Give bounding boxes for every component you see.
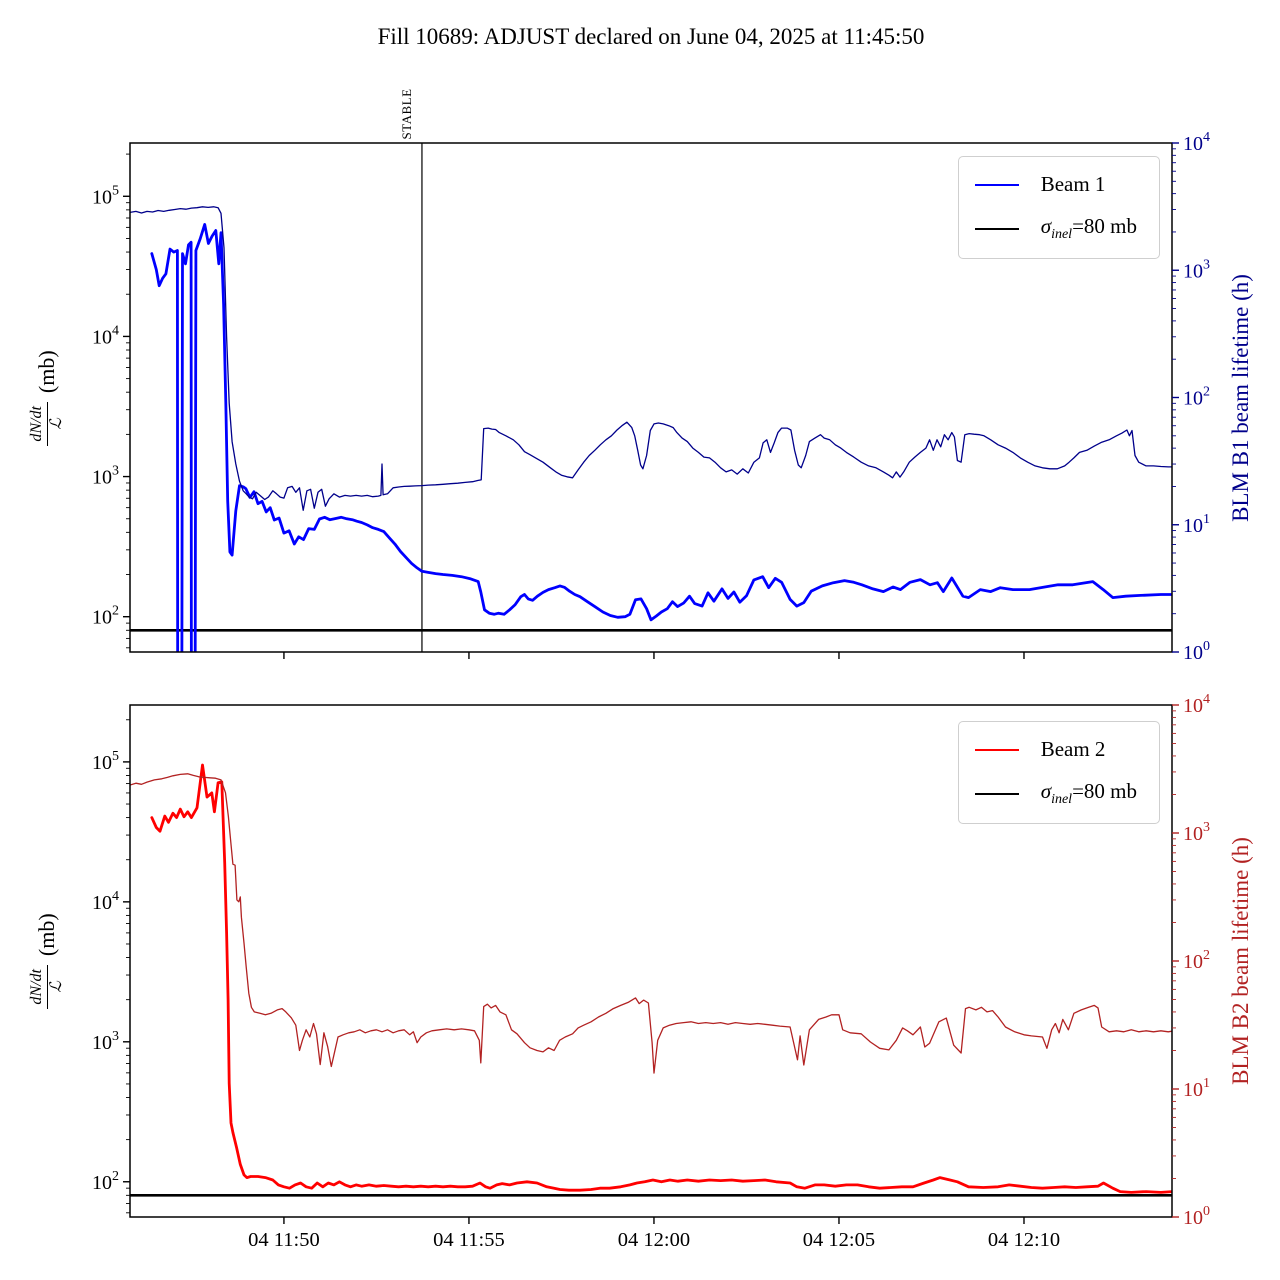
tick-label: 105 — [92, 183, 119, 208]
legend-entry: σinel=80 mb — [974, 214, 1137, 243]
tick-label: 102 — [1183, 385, 1210, 410]
tick-label: 101 — [1183, 1076, 1210, 1101]
x-tick-label: 04 12:10 — [988, 1229, 1060, 1251]
ylabel-left-bottom: dN/dt ℒ (mb) — [12, 811, 82, 1111]
tick-label: 105 — [92, 749, 119, 774]
legend-entry: Beam 2 — [974, 737, 1137, 762]
ylabel-right-bottom: BLM B2 beam lifetime (h) — [1228, 837, 1253, 1085]
beam1-panel: 105 104 103 102 104 103 102 101 100 — [92, 130, 1210, 664]
tick-label: 104 — [1183, 692, 1210, 717]
legend-label: σinel=80 mb — [1040, 779, 1137, 808]
legend-line-sample — [974, 227, 1019, 230]
legend-entry: σinel=80 mb — [974, 779, 1137, 808]
legend-line-sample — [974, 183, 1019, 186]
ylabel-right-top: BLM B1 beam lifetime (h) — [1228, 274, 1253, 522]
x-tick-label: 04 12:05 — [803, 1229, 875, 1251]
tick-label: 100 — [1183, 1204, 1210, 1229]
legend-line-sample — [974, 748, 1019, 751]
tick-label: 104 — [92, 889, 119, 914]
beam-1-line — [150, 223, 1172, 652]
tick-label: 101 — [1183, 512, 1210, 537]
ylabel-left-top: dN/dt ℒ (mb) — [12, 248, 82, 548]
tick-label: 103 — [1183, 820, 1210, 845]
x-tick-label: 04 11:55 — [433, 1229, 505, 1251]
figure-title: Fill 10689: ADJUST declared on June 04, … — [377, 24, 925, 49]
dndt-over-lumi-fraction: dN/dt ℒ — [28, 402, 66, 446]
x-tick-label: 04 12:00 — [618, 1229, 690, 1251]
tick-label: 104 — [1183, 130, 1210, 155]
legend-entry: Beam 1 — [974, 172, 1137, 197]
beam-2-line — [150, 763, 1172, 1194]
tick-label: 103 — [1183, 257, 1210, 282]
tick-label: 102 — [1183, 948, 1210, 973]
blm-b1-beam-lifetime-line — [130, 206, 1172, 511]
legend-beam2: Beam 2 σinel=80 mb — [957, 721, 1160, 825]
tick-label: 103 — [92, 1029, 119, 1054]
legend-line-sample — [974, 792, 1019, 795]
tick-label: 103 — [92, 464, 119, 489]
legend-label: Beam 2 — [1040, 737, 1106, 761]
tick-label: 100 — [1183, 639, 1210, 664]
tick-label: 104 — [92, 323, 119, 348]
dndt-over-lumi-fraction: dN/dt ℒ — [28, 965, 66, 1009]
legend-beam1: Beam 1 σinel=80 mb — [957, 156, 1160, 260]
blm-b2-beam-lifetime-line — [130, 773, 1172, 1074]
stable-annotation: STABLE — [399, 88, 414, 140]
legend-label: σinel=80 mb — [1040, 214, 1137, 243]
beam2-panel: 105 104 103 102 104 103 102 101 100 04 11:50 04 11… — [92, 692, 1210, 1251]
tick-label: 102 — [92, 604, 119, 629]
legend-label: Beam 1 — [1040, 172, 1106, 196]
tick-label: 102 — [92, 1169, 119, 1194]
x-tick-label: 04 11:50 — [248, 1229, 320, 1251]
